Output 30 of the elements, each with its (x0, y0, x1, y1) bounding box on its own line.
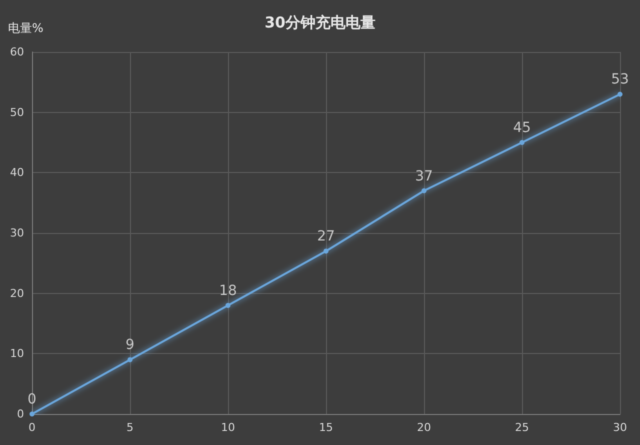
point (226, 302, 230, 308)
data-label: 45 (513, 120, 531, 136)
x-tick-label: 15 (319, 421, 333, 434)
point (520, 140, 524, 145)
data-label: 53 (611, 72, 629, 88)
x-tick-label: 20 (417, 421, 431, 434)
y-tick-label: 30 (10, 226, 24, 240)
x-tick-label: 10 (221, 421, 235, 434)
y-tick-label: 20 (10, 286, 24, 300)
point (30, 412, 34, 416)
data-label: 9 (126, 337, 134, 354)
chart-title: 30分钟充电电量 (264, 14, 376, 32)
y-tick-label: 10 (10, 347, 24, 360)
y-axis-title: 电量% (8, 21, 44, 35)
point (324, 248, 328, 254)
data-label: 27 (317, 228, 335, 245)
x-tick-label: 25 (515, 421, 529, 434)
data-label: 37 (415, 168, 433, 184)
x-tick-label: 5 (126, 421, 134, 434)
data-label: 18 (219, 282, 237, 299)
x-tick-label: 30 (613, 421, 627, 434)
data-label: 0 (28, 392, 36, 408)
y-tick-label: 40 (10, 166, 24, 180)
point (128, 357, 132, 362)
point (618, 92, 622, 97)
x-tick-label: 0 (28, 421, 36, 434)
y-tick-label: 60 (10, 46, 24, 58)
y-tick-label: 50 (10, 106, 24, 119)
y-tick-label: 0 (17, 408, 24, 420)
point (422, 188, 426, 194)
